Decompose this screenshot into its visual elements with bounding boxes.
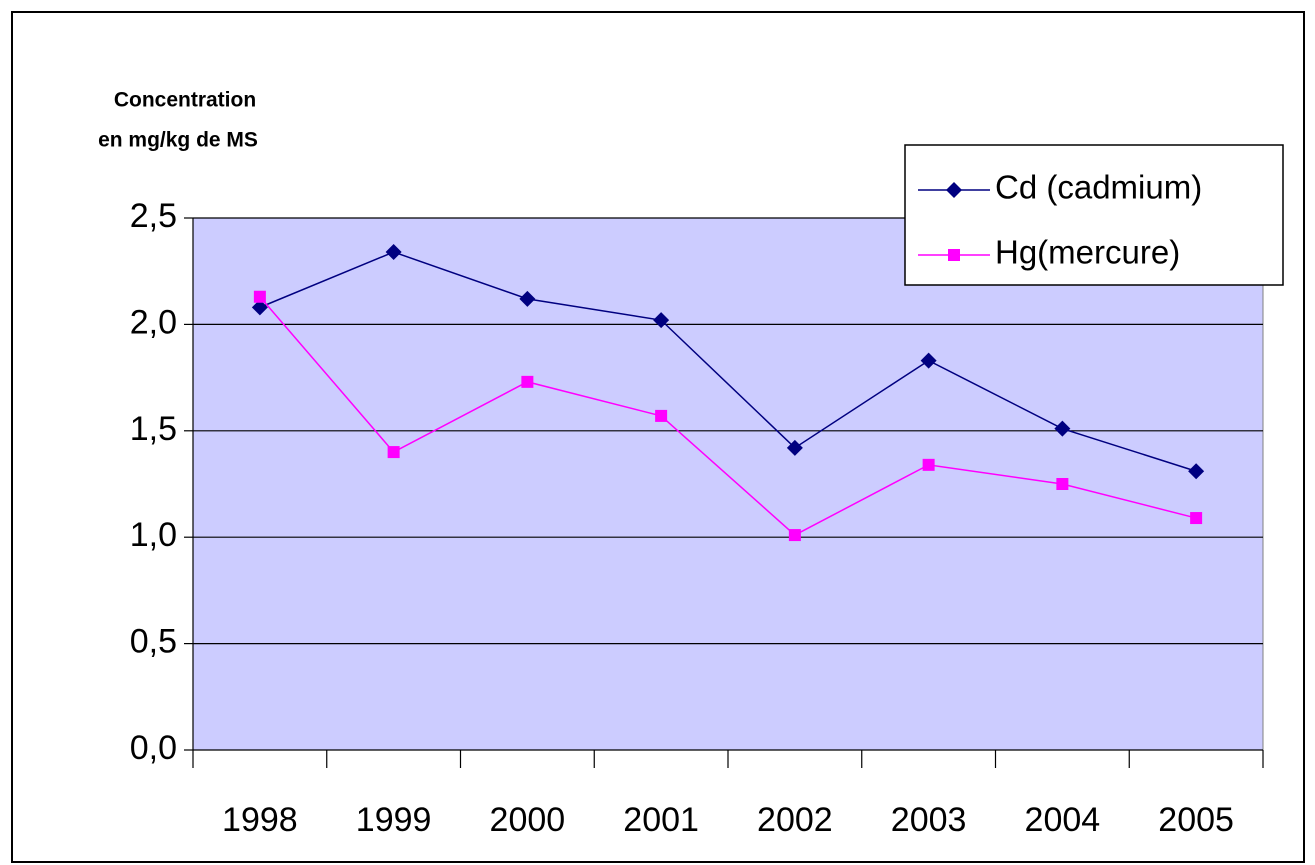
data-point <box>253 290 266 303</box>
data-point <box>387 446 400 459</box>
series-line <box>259 251 1197 472</box>
data-point <box>519 290 536 307</box>
y-axis-label: Concentration <box>114 89 256 112</box>
data-point <box>786 439 803 456</box>
data-point <box>385 244 402 261</box>
x-tick-label: 2000 <box>490 801 566 839</box>
y-axis-label: en mg/kg de MS <box>98 129 258 152</box>
data-point <box>521 375 534 388</box>
data-point <box>922 458 935 471</box>
x-tick-label: 2003 <box>891 801 967 839</box>
legend-label: Hg(mercure) <box>995 234 1180 271</box>
data-point <box>653 312 670 329</box>
x-tick-label: 1999 <box>356 801 432 839</box>
data-point <box>1190 512 1203 525</box>
data-point <box>788 529 801 542</box>
x-tick-label: 2004 <box>1025 801 1101 839</box>
y-tick-label: 2,0 <box>130 303 177 341</box>
y-tick-label: 0,0 <box>130 729 177 767</box>
data-point <box>1054 420 1071 437</box>
data-point <box>948 249 960 261</box>
data-point <box>1056 478 1069 490</box>
plot-area <box>192 217 1264 751</box>
x-tick-label: 2002 <box>757 801 833 839</box>
series-line <box>259 296 1197 536</box>
data-point <box>655 409 668 422</box>
data-point <box>251 299 268 316</box>
data-point <box>946 182 962 198</box>
x-tick-label: 1998 <box>222 801 298 839</box>
y-tick-label: 0,5 <box>130 623 177 661</box>
y-tick-label: 1,0 <box>130 516 177 554</box>
data-point <box>1188 463 1205 480</box>
y-tick-label: 1,5 <box>130 410 177 448</box>
legend-box <box>904 144 1284 286</box>
y-tick-label: 2,5 <box>130 197 177 235</box>
legend-label: Cd (cadmium) <box>995 169 1202 206</box>
data-point <box>920 352 937 369</box>
x-tick-label: 2001 <box>623 801 699 839</box>
x-tick-label: 2005 <box>1158 801 1234 839</box>
